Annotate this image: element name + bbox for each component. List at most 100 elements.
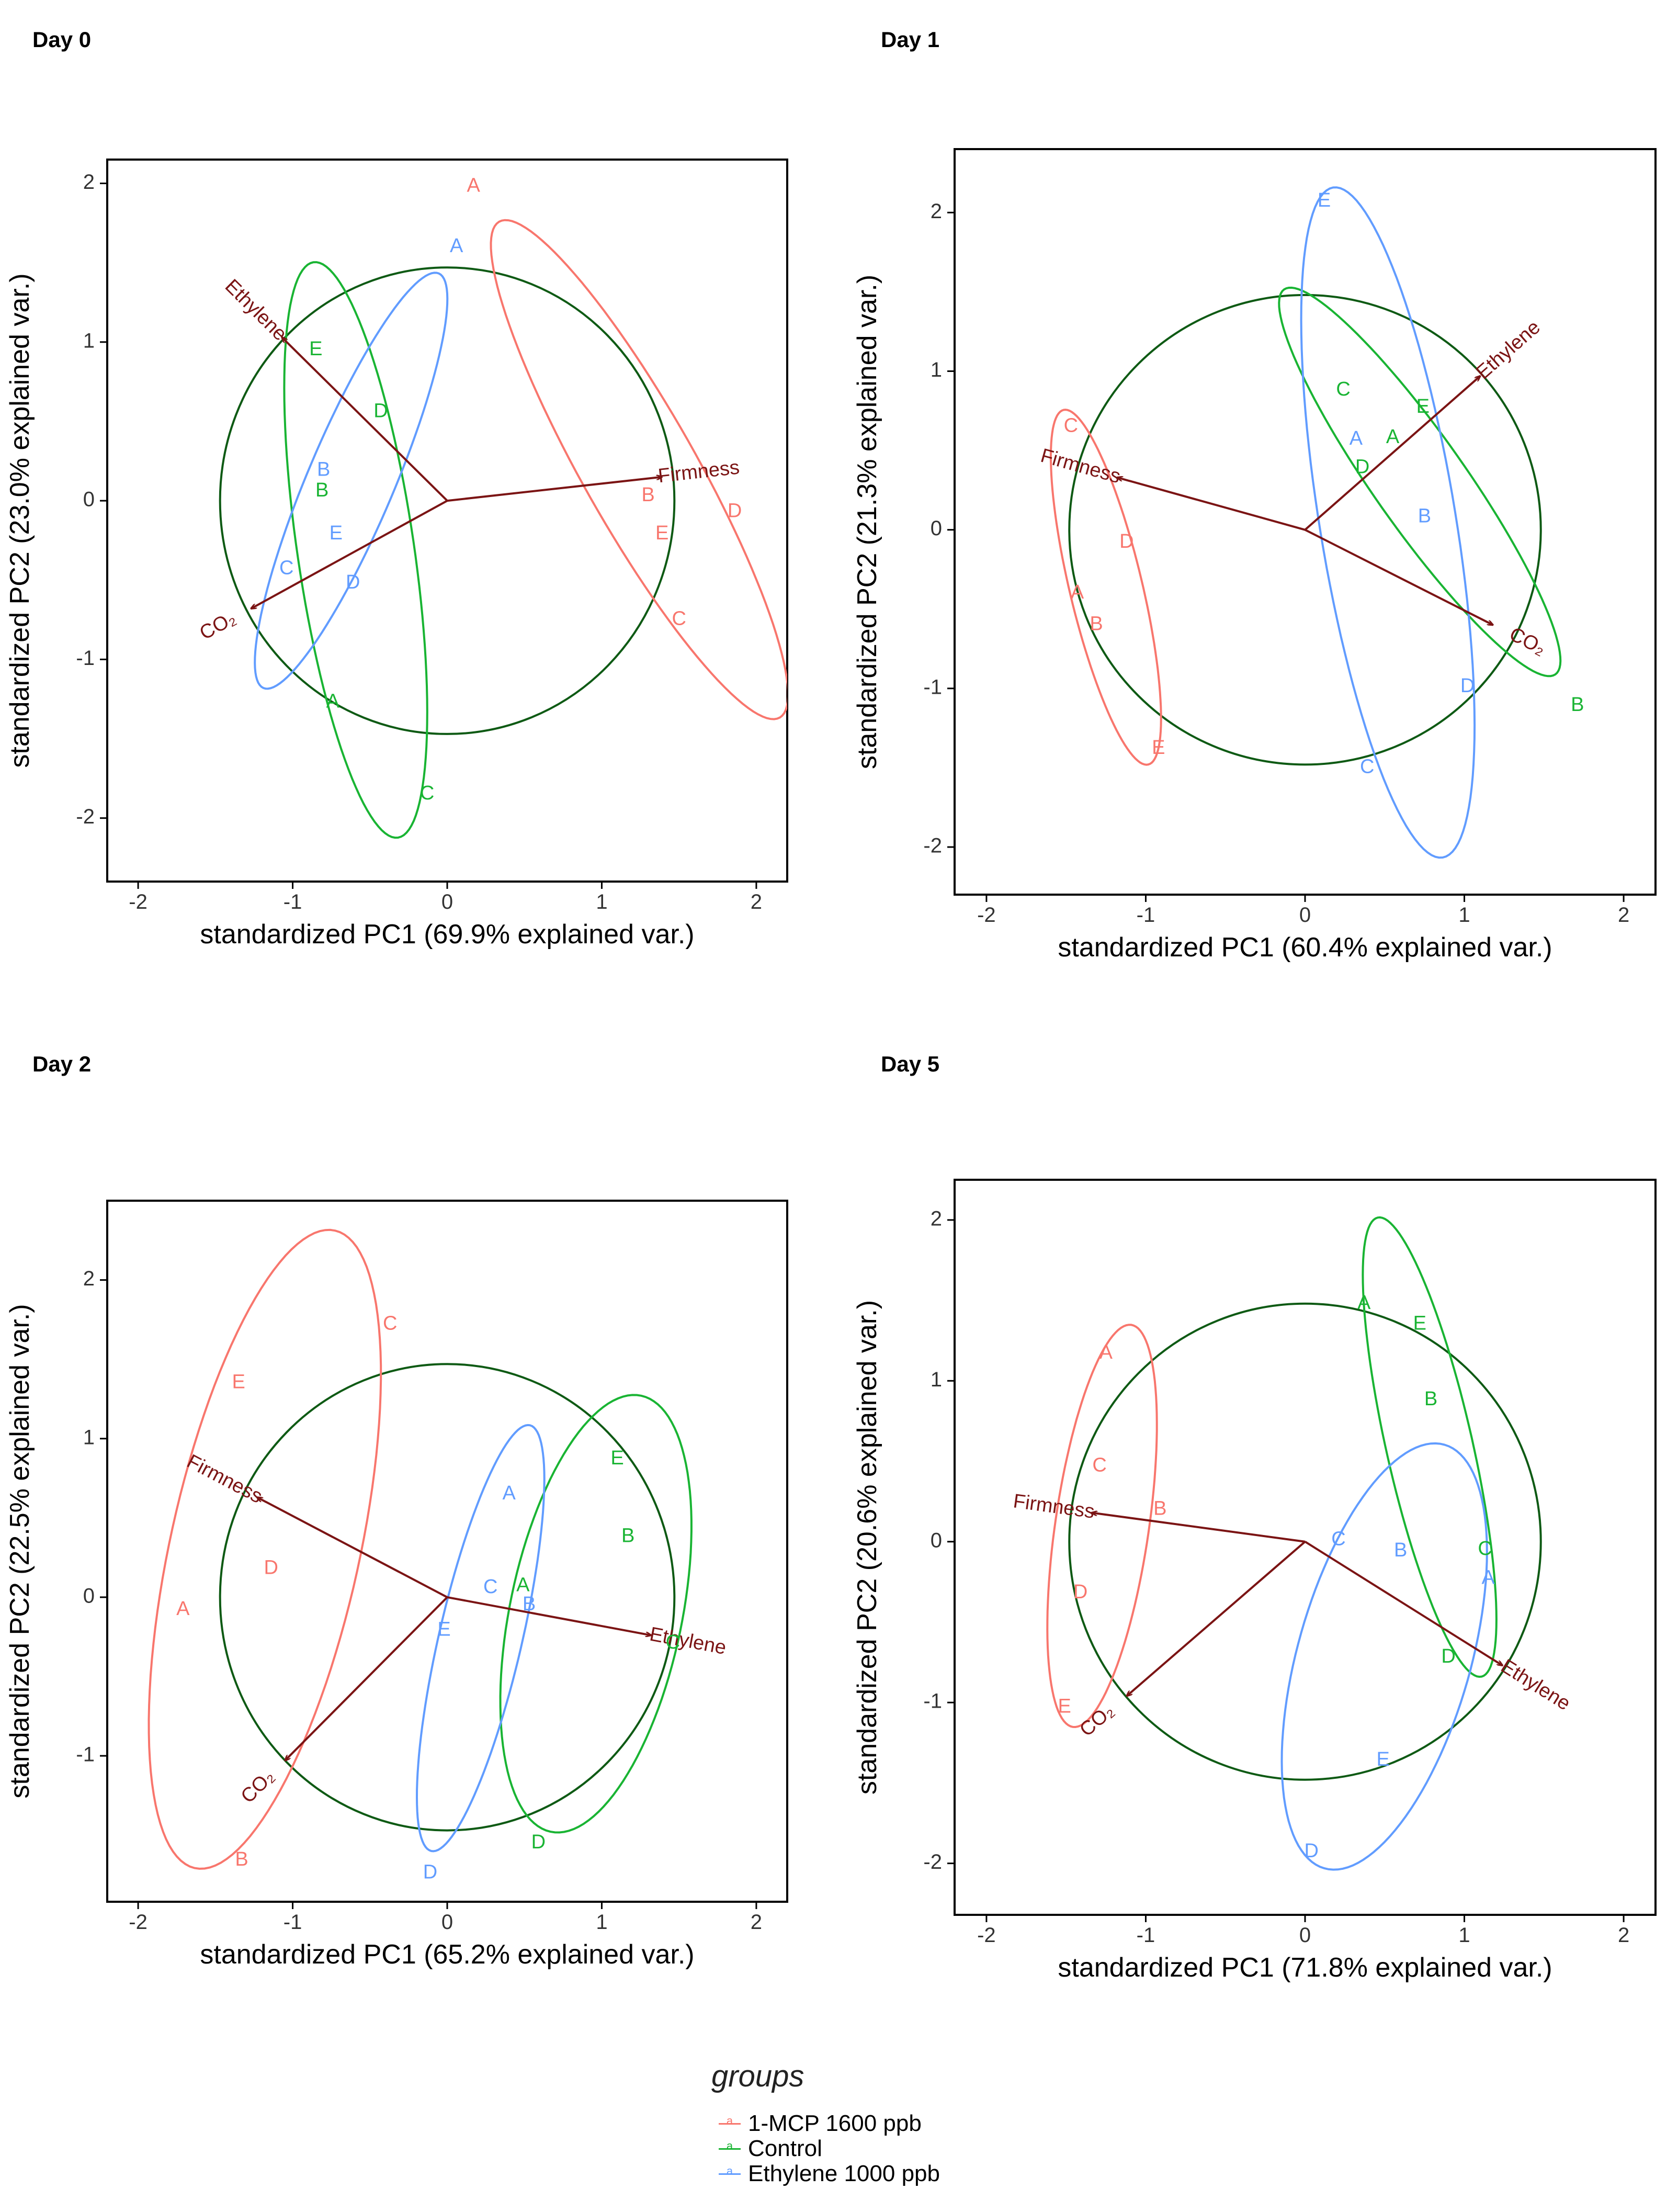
legend-key-ethylene: a (717, 2163, 743, 2184)
point-label: A (1099, 1341, 1113, 1363)
point-label: C (1064, 415, 1078, 437)
ellipse-control (283, 261, 428, 839)
x-tick-label: 0 (441, 1911, 453, 1934)
pca-biplot-figure: Ethylene Firmness CO₂ A B C D E A B C D E A B C D E -2 -1 0 1… (5, 148, 1657, 1983)
point-label: C (1360, 755, 1374, 777)
y-tick-label: -2 (923, 1850, 942, 1874)
point-label: B (235, 1848, 248, 1870)
point-label: D (1304, 1840, 1318, 1862)
loading-arrow (1304, 1541, 1503, 1666)
point-label: E (1152, 737, 1165, 759)
point-label: A (450, 235, 463, 257)
panel-title-day2: Day 2 (32, 1052, 92, 1076)
legend-label-mcp: 1-MCP 1600 ppb (748, 2111, 922, 2136)
y-axis-title: standardized PC2 (20.6% explained var.) (852, 1300, 882, 1795)
point-label: A (1482, 1566, 1495, 1588)
point-label: D (1355, 456, 1369, 478)
correlation-circle (219, 1363, 676, 1832)
arrow-label: CO₂ (1075, 1700, 1118, 1741)
panel-title-day0: Day 0 (32, 27, 92, 52)
ellipse-control (499, 1394, 693, 1834)
ellipse-ethylene (1280, 1442, 1488, 1871)
loading-arrow (282, 337, 448, 502)
point-label: B (1394, 1539, 1407, 1561)
x-tick-label: -2 (129, 1911, 148, 1934)
point-label: C (383, 1313, 397, 1335)
point-label: D (1460, 675, 1475, 697)
point-label: D (373, 400, 388, 422)
ellipse-ethylene (415, 1424, 546, 1853)
loading-arrow (1305, 528, 1493, 625)
x-tick-label: 0 (1299, 904, 1311, 927)
point-label: C (672, 608, 686, 630)
point-label: A (1071, 581, 1084, 603)
point-label: D (728, 500, 742, 522)
x-tick-label: 1 (596, 890, 607, 913)
y-tick-label: 1 (83, 1426, 95, 1449)
loading-arrow (285, 1596, 448, 1760)
ellipse-control (1362, 1216, 1498, 1678)
point-label: E (610, 1447, 623, 1469)
x-axis-title: standardized PC1 (65.2% explained var.) (200, 1939, 694, 1970)
y-tick-label: 2 (931, 200, 942, 223)
y-tick-label: -1 (76, 1743, 95, 1766)
y-tick-label: -1 (76, 647, 95, 670)
arrow-label: Ethylene (1497, 1655, 1574, 1715)
point-label: C (279, 557, 293, 579)
legend-title: groups (711, 2059, 804, 2093)
arrow-label: Ethylene (221, 275, 291, 345)
loading-arrow (447, 1596, 651, 1635)
ellipse-mcp (148, 1228, 382, 1870)
point-label: E (1377, 1748, 1390, 1770)
legend: groups a 1-MCP 1600 ppb a Control a Ethy… (701, 2059, 1067, 2195)
y-tick-label: 0 (931, 517, 942, 540)
point-label: E (655, 522, 668, 544)
point-label: C (420, 782, 434, 804)
panel-0: Ethylene Firmness CO₂ A B C D E A B C D E A B C D E -2 -1 0 1… (5, 159, 788, 950)
y-tick-label: 2 (83, 1267, 95, 1290)
legend-label-ethylene: Ethylene 1000 ppb (748, 2161, 940, 2186)
y-tick-label: 2 (83, 171, 95, 194)
y-tick-label: 0 (931, 1529, 942, 1552)
arrow-label: CO₂ (1506, 623, 1549, 660)
x-tick-label: 1 (1458, 1924, 1470, 1947)
arrow-label: CO₂ (196, 607, 240, 644)
ellipse-ethylene (254, 272, 449, 690)
y-tick-label: 2 (931, 1207, 942, 1230)
loading-arrow (1092, 1513, 1306, 1543)
x-tick-label: -2 (129, 890, 148, 913)
point-label: B (621, 1525, 634, 1547)
point-label: D (1073, 1581, 1087, 1603)
x-tick-label: 1 (1458, 904, 1470, 927)
arrow-label: Firmness (1012, 1490, 1096, 1523)
x-tick-label: -1 (1137, 904, 1155, 927)
x-tick-label: -2 (977, 1924, 996, 1947)
point-label: A (467, 175, 481, 197)
point-label: A (176, 1598, 190, 1620)
correlation-circle (1068, 1302, 1542, 1781)
y-axis-title: standardized PC2 (22.5% explained var.) (5, 1304, 35, 1798)
x-axis-title: standardized PC1 (60.4% explained var.) (1058, 932, 1552, 963)
loading-arrow (257, 1497, 448, 1598)
point-label: B (1424, 1388, 1437, 1410)
legend-item-control: a Control (717, 2136, 822, 2161)
arrow-label: CO₂ (237, 1766, 279, 1808)
point-label: B (317, 458, 330, 480)
point-label: A (516, 1574, 530, 1596)
point-label: C (1336, 378, 1350, 400)
point-label: B (1571, 694, 1584, 716)
point-label: E (330, 522, 343, 544)
ellipse-mcp (1049, 409, 1162, 766)
panel-3: Ethylene Firmness CO₂ A B C D E A B C D E A B C D E -2 -1 0 1… (852, 1179, 1657, 1983)
x-tick-label: -2 (977, 904, 996, 927)
panel-title-day1: Day 1 (881, 27, 940, 52)
arrow-label: Ethylene (648, 1623, 728, 1659)
x-axis-title: standardized PC1 (71.8% explained var.) (1058, 1953, 1552, 1983)
plot-frame (954, 148, 1657, 896)
x-tick-label: 0 (441, 890, 453, 913)
y-tick-label: 0 (83, 1584, 95, 1607)
